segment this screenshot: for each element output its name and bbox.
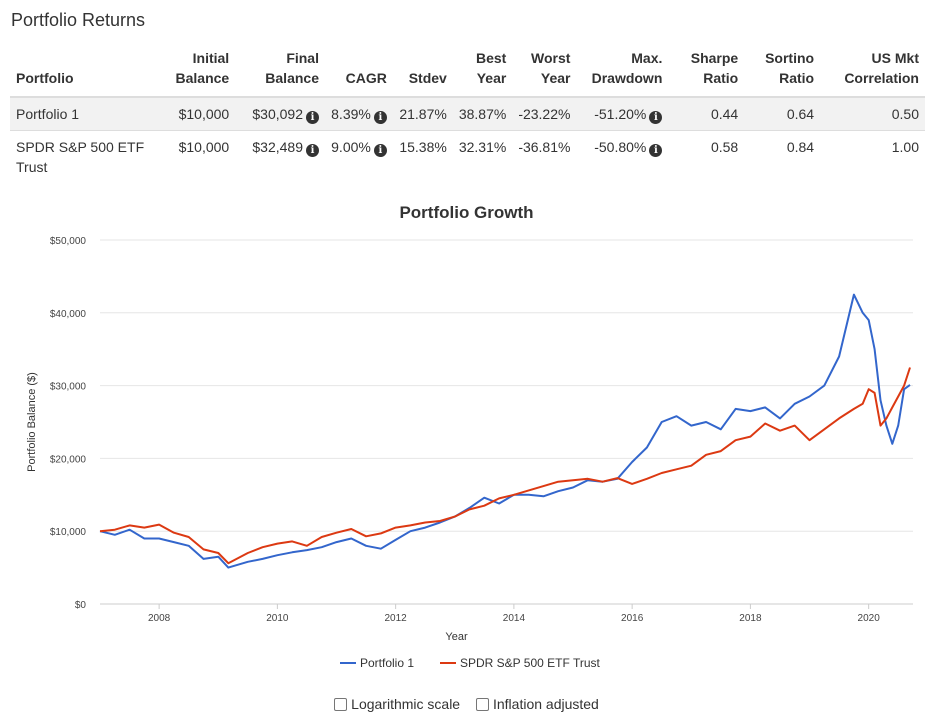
header-cagr: CAGR (324, 44, 393, 98)
chart-options: Logarithmic scale Inflation adjusted (0, 696, 933, 714)
header-portfolio: Portfolio (10, 44, 160, 98)
header-us-mkt-correlation: US Mkt Correlation (820, 44, 925, 98)
cell-sortino-ratio: 0.64 (744, 96, 821, 131)
info-icon[interactable]: i (373, 111, 387, 124)
cell-sharpe-ratio: 0.44 (668, 96, 745, 131)
header-worst-year: Worst Year (512, 44, 577, 98)
cell-sharpe-ratio: 0.58 (668, 130, 745, 183)
inflation-adjusted-label: Inflation adjusted (492, 696, 599, 712)
series-line-2 (99, 367, 911, 565)
chart-svg: Portfolio Growth $0 $10,000 $20,000 $30,000 $… (26, 203, 913, 670)
table-row: Portfolio 1 $10,000 $30,092 i 8.39% i 21.8… (10, 96, 925, 131)
series-line-1 (99, 293, 911, 569)
cell-us-mkt-correlation: 1.00 (820, 130, 925, 183)
cell-final-balance: $30,092 i (235, 96, 325, 131)
cell-max-drawdown: -51.20% i (576, 96, 669, 131)
chart-title: Portfolio Growth (399, 203, 533, 222)
y-tick-label: $30,000 (50, 382, 87, 393)
cell-final-balance: $32,489 i (235, 130, 325, 183)
cell-us-mkt-correlation: 0.50 (820, 96, 925, 131)
header-sortino-ratio: Sortino Ratio (744, 44, 821, 98)
cell-sortino-ratio: 0.84 (744, 130, 821, 183)
cell-worst-year: -36.81% (512, 130, 577, 183)
cell-cagr: 9.00% i (324, 130, 393, 183)
log-scale-label: Logarithmic scale (351, 696, 461, 712)
y-tick-label: $40,000 (50, 309, 87, 320)
info-icon[interactable]: i (373, 144, 387, 157)
header-sharpe-ratio: Sharpe Ratio (668, 44, 745, 98)
log-scale-checkbox[interactable]: Logarithmic scale (334, 696, 460, 712)
x-tick-label: 2014 (503, 613, 526, 624)
inflation-adjusted-checkbox[interactable]: Inflation adjusted (475, 696, 599, 712)
cell-stdev: 15.38% (392, 130, 453, 183)
cell-max-drawdown: -50.80% i (576, 130, 669, 183)
x-tick-label: 2020 (858, 613, 881, 624)
header-final-balance: Final Balance (235, 44, 325, 98)
x-tick-label: 2016 (621, 613, 644, 624)
cell-portfolio: SPDR S&P 500 ETF Trust (10, 130, 160, 183)
x-tick-label: 2008 (148, 613, 171, 624)
x-tick-label: 2018 (739, 613, 762, 624)
info-icon[interactable]: i (305, 144, 319, 157)
cell-cagr: 8.39% i (324, 96, 393, 131)
header-stdev: Stdev (392, 44, 453, 98)
table-row: SPDR S&P 500 ETF Trust $10,000 $32,489 i … (10, 130, 925, 183)
info-icon[interactable]: i (649, 111, 663, 124)
cell-initial-balance: $10,000 (159, 130, 236, 183)
checkbox-icon[interactable] (334, 697, 348, 711)
cell-portfolio: Portfolio 1 (10, 96, 160, 131)
y-tick-label: $20,000 (50, 454, 87, 465)
legend-label: SPDR S&P 500 ETF Trust (460, 656, 600, 670)
cell-best-year: 32.31% (452, 130, 513, 183)
cell-stdev: 21.87% (392, 96, 453, 131)
x-axis-label: Year (445, 631, 468, 643)
checkbox-icon[interactable] (475, 697, 489, 711)
x-tick-label: 2012 (385, 613, 408, 624)
table-header-row: Portfolio Initial Balance Final Balance CA… (10, 44, 925, 98)
x-tick-label: 2010 (266, 613, 289, 624)
y-tick-label: $10,000 (50, 527, 87, 538)
y-tick-label: $0 (75, 600, 87, 611)
portfolio-growth-chart: Portfolio Growth $0 $10,000 $20,000 $30,000 $… (0, 195, 933, 695)
y-axis-label: Portfolio Balance ($) (26, 372, 38, 472)
cell-best-year: 38.87% (452, 96, 513, 131)
info-icon[interactable]: i (649, 144, 663, 157)
info-icon[interactable]: i (305, 111, 319, 124)
y-tick-label: $50,000 (50, 236, 87, 247)
cell-initial-balance: $10,000 (159, 96, 236, 131)
header-best-year: Best Year (452, 44, 513, 98)
cell-worst-year: -23.22% (512, 96, 577, 131)
page-title: Portfolio Returns (11, 10, 146, 30)
header-initial-balance: Initial Balance (159, 44, 236, 98)
header-max-drawdown: Max. Drawdown (576, 44, 669, 98)
portfolio-returns-table: Portfolio Initial Balance Final Balance CA… (10, 44, 925, 183)
legend-label: Portfolio 1 (360, 656, 414, 670)
